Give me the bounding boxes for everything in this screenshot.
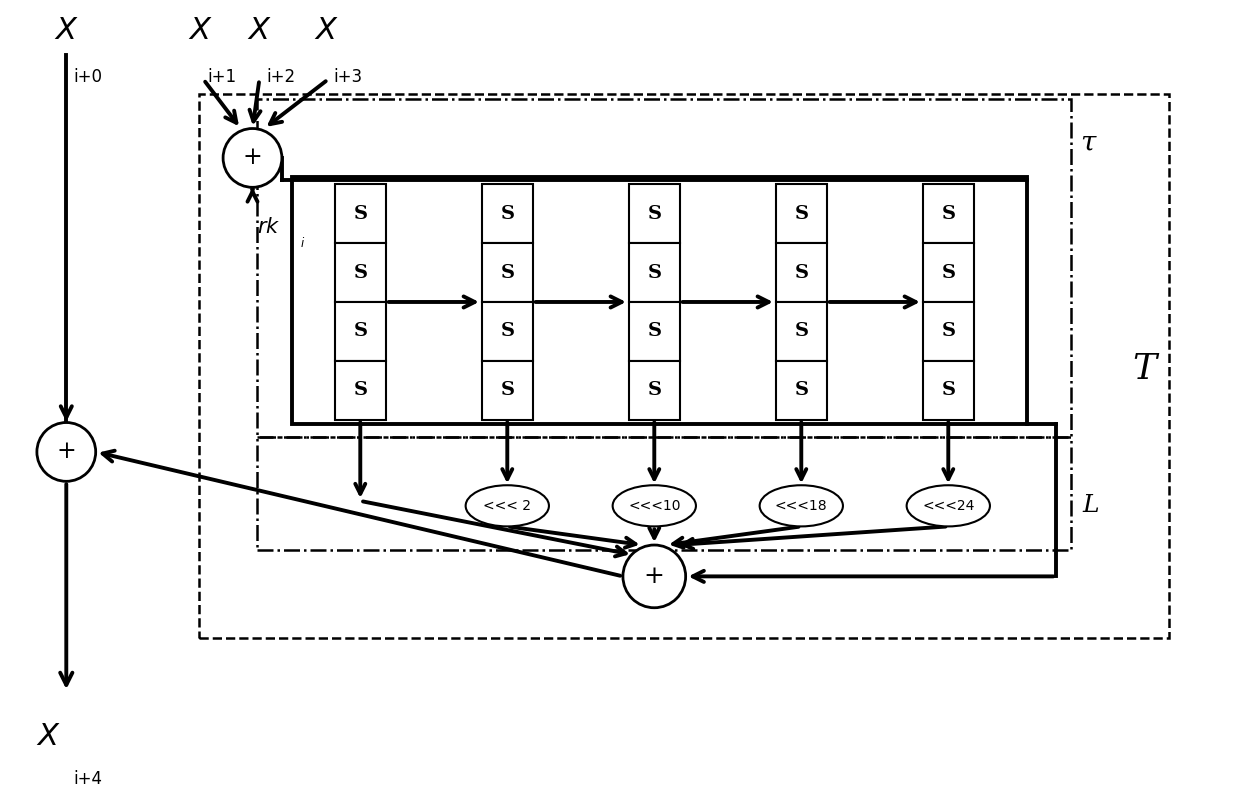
Circle shape (223, 128, 282, 188)
Text: S: S (942, 205, 955, 223)
Text: +: + (644, 565, 665, 588)
Text: i+3: i+3 (333, 68, 362, 85)
Text: $X$: $X$ (36, 722, 61, 751)
Text: S: S (501, 263, 514, 282)
Text: S: S (794, 263, 808, 282)
Bar (482, 184, 533, 243)
Text: S: S (942, 263, 955, 282)
Text: S: S (501, 322, 514, 341)
Text: τ: τ (1080, 130, 1097, 156)
Bar (629, 302, 680, 361)
Bar (291, 176, 1027, 425)
Text: <<< 2: <<< 2 (483, 499, 532, 513)
Text: <<<10: <<<10 (628, 499, 680, 513)
Ellipse shape (612, 485, 696, 527)
Text: S: S (501, 205, 514, 223)
Text: S: S (942, 322, 955, 341)
Ellipse shape (466, 485, 549, 527)
Text: +: + (57, 440, 76, 464)
Bar (923, 302, 974, 361)
Text: S: S (647, 381, 662, 399)
Bar (482, 243, 533, 302)
Text: S: S (353, 381, 367, 399)
Bar (776, 243, 826, 302)
Text: T: T (1132, 352, 1156, 385)
Text: i+1: i+1 (208, 68, 237, 85)
Bar (335, 243, 385, 302)
Bar (335, 184, 385, 243)
Bar (482, 361, 533, 420)
Bar (923, 184, 974, 243)
Bar (923, 243, 974, 302)
Bar (335, 361, 385, 420)
Text: L: L (1083, 494, 1099, 517)
Text: $X$: $X$ (313, 16, 338, 45)
Ellipse shape (907, 485, 990, 527)
Text: S: S (794, 381, 808, 399)
Bar (776, 302, 826, 361)
Text: S: S (501, 381, 514, 399)
Text: $_i$: $_i$ (300, 232, 305, 251)
Bar (776, 184, 826, 243)
Text: <<<24: <<<24 (922, 499, 975, 513)
Text: <<<18: <<<18 (774, 499, 828, 513)
Bar (776, 361, 826, 420)
Bar (335, 302, 385, 361)
Text: $rk$: $rk$ (258, 216, 281, 236)
Text: S: S (353, 322, 367, 341)
Text: S: S (647, 263, 662, 282)
Bar (629, 184, 680, 243)
Text: S: S (794, 322, 808, 341)
Text: i+4: i+4 (73, 770, 103, 788)
Text: i+0: i+0 (73, 68, 103, 85)
Text: S: S (353, 205, 367, 223)
Text: +: + (243, 146, 263, 169)
Text: $X$: $X$ (247, 16, 271, 45)
Bar (482, 302, 533, 361)
Text: S: S (647, 322, 662, 341)
Text: S: S (353, 263, 367, 282)
Bar (258, 99, 1070, 437)
Text: S: S (794, 205, 808, 223)
Bar (258, 437, 1070, 550)
Bar (629, 243, 680, 302)
Bar (198, 94, 1168, 638)
Text: S: S (942, 381, 955, 399)
Ellipse shape (760, 485, 843, 527)
Circle shape (37, 422, 95, 481)
Text: $X$: $X$ (188, 16, 213, 45)
Circle shape (623, 545, 685, 608)
Bar (923, 361, 974, 420)
Text: S: S (647, 205, 662, 223)
Bar (629, 361, 680, 420)
Text: $X$: $X$ (55, 16, 78, 45)
Text: i+2: i+2 (266, 68, 295, 85)
